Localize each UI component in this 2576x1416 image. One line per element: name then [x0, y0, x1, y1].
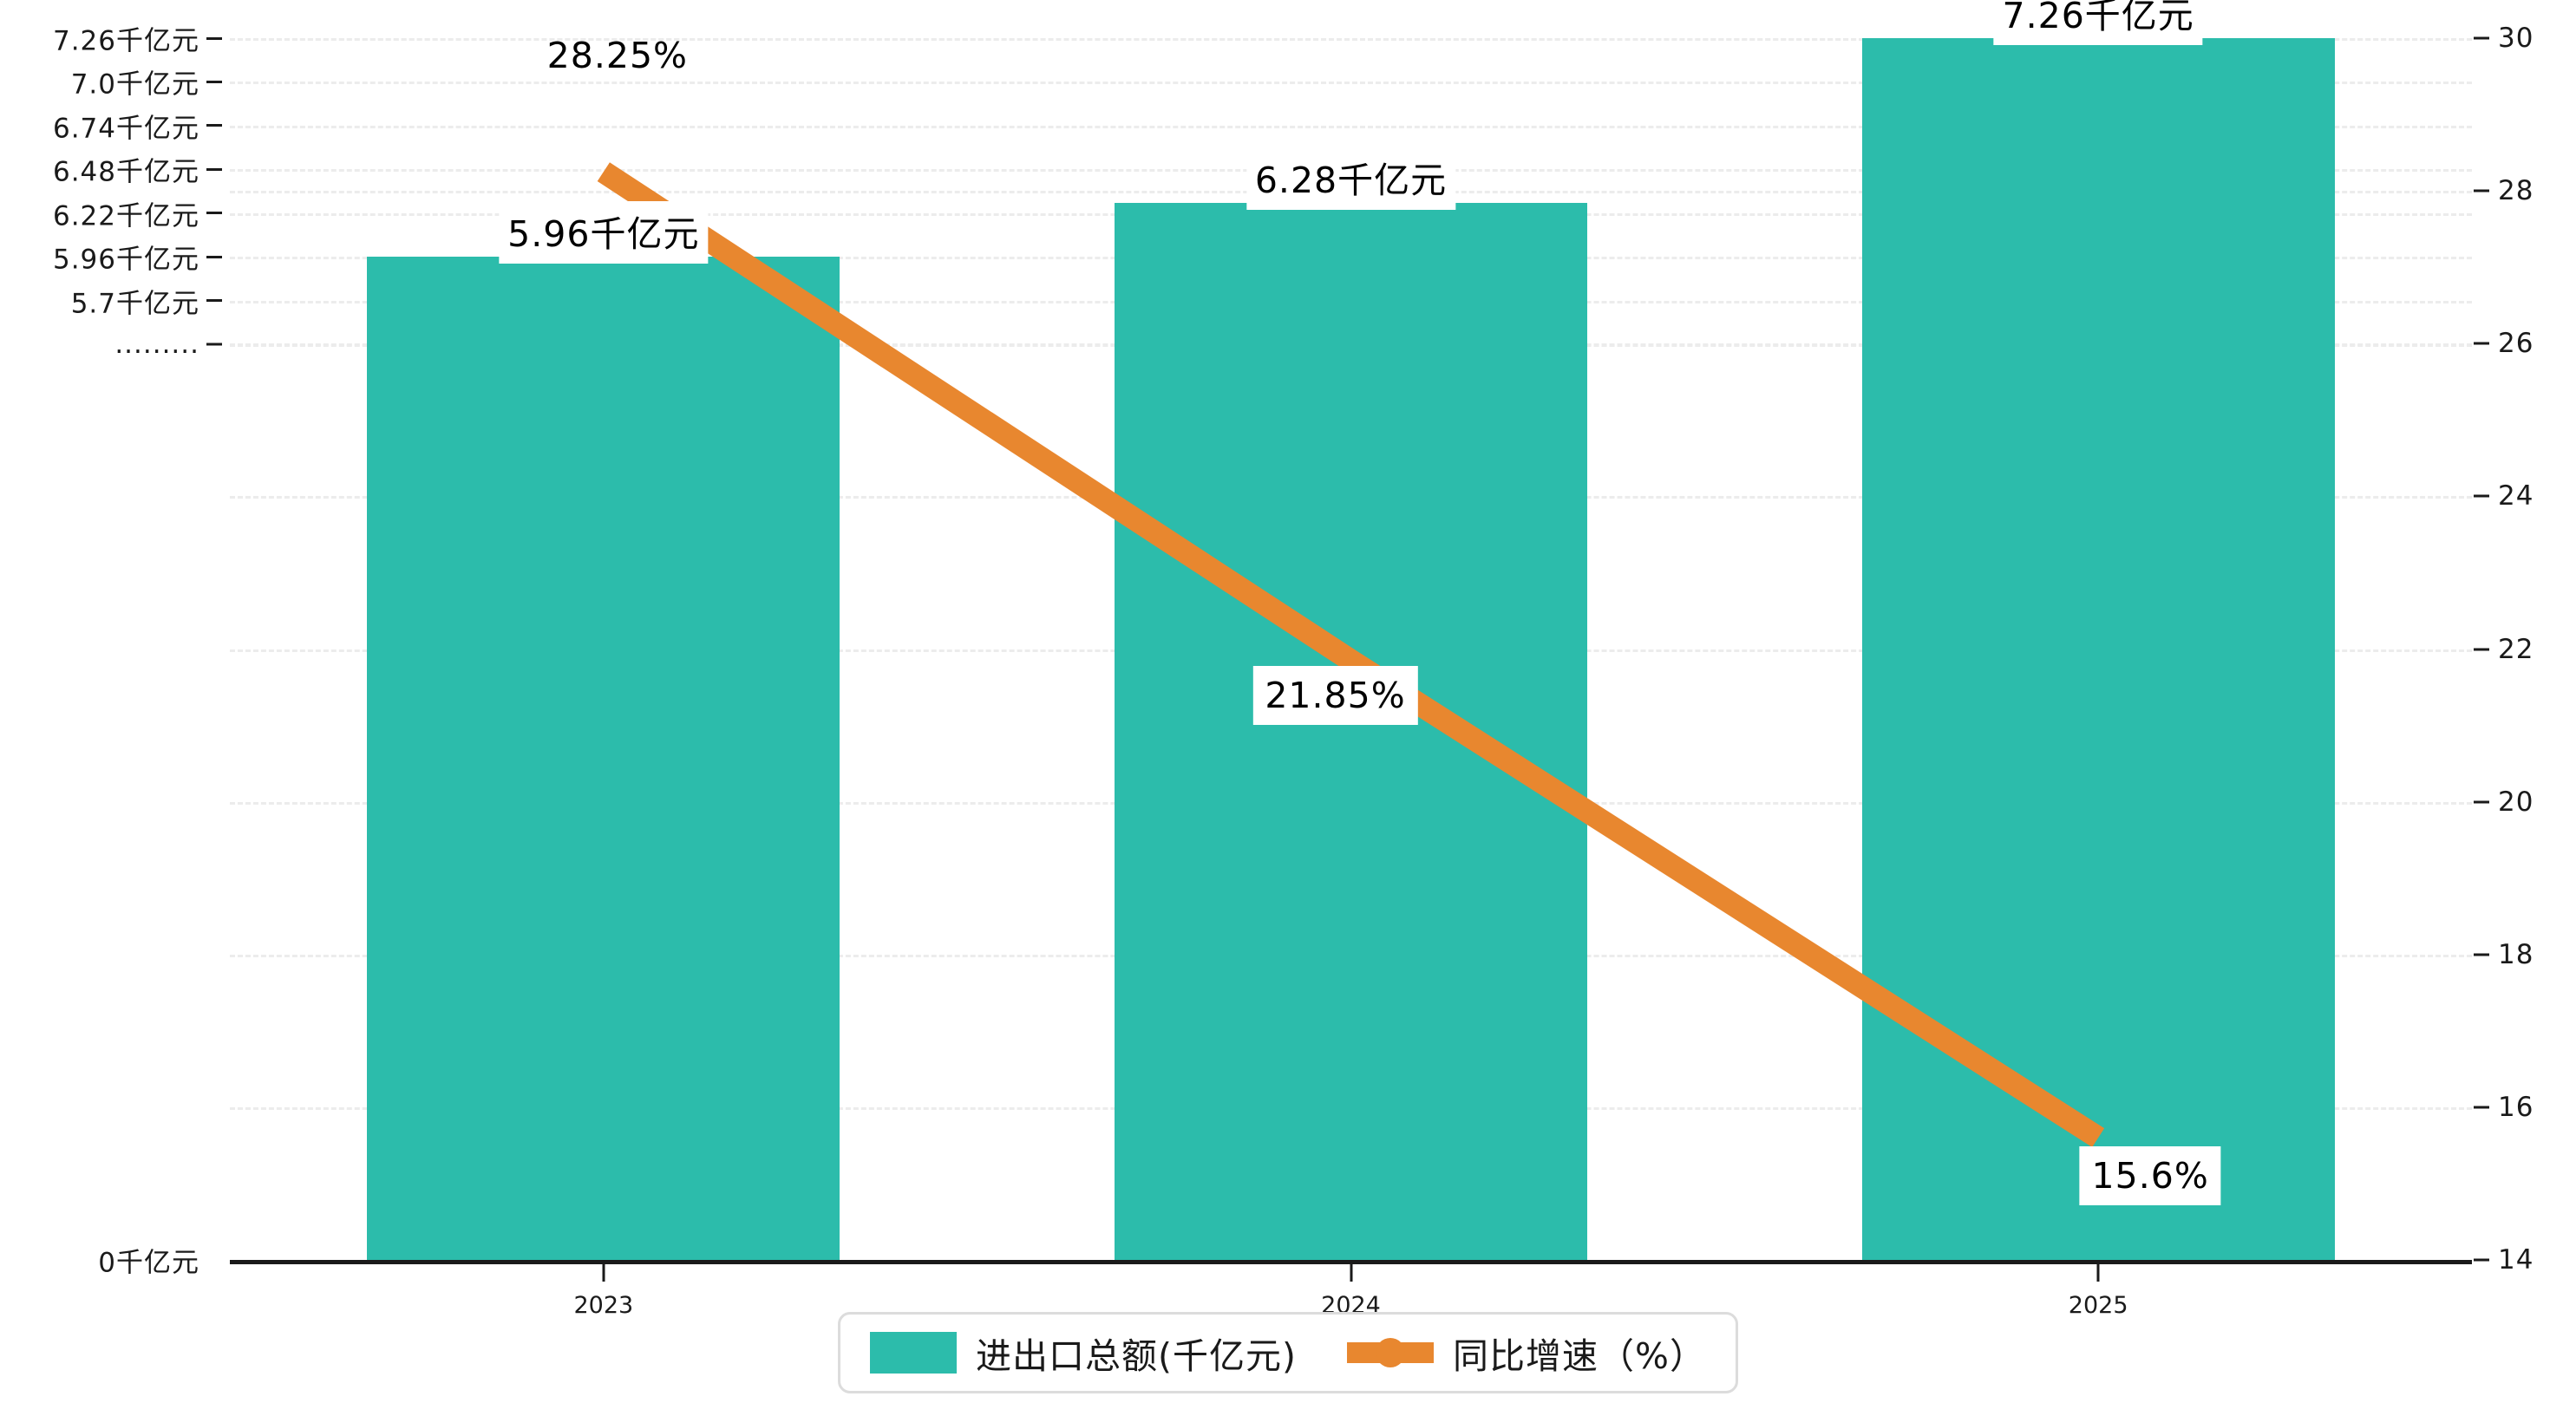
tick-mark: [206, 343, 222, 346]
y-axis-right-tick-label: 30: [2474, 23, 2576, 54]
line-value-label-2025: 15.6%: [2079, 1146, 2221, 1206]
legend-label-bar: 进出口总额(千亿元): [976, 1335, 1298, 1377]
tick-mark: [206, 124, 222, 127]
x-axis-tick-mark: [1350, 1264, 1352, 1282]
line-value-label-2023: 28.25%: [546, 35, 688, 77]
x-axis-tick-label-2023: 2023: [573, 1292, 634, 1319]
y-axis-left-tick-label: 6.48千亿元: [0, 150, 222, 189]
tick-mark: [206, 212, 222, 215]
bar-2025[interactable]: [1861, 38, 2335, 1260]
legend-swatch-bar-icon: [870, 1332, 958, 1374]
y-axis-left-tick-label: 5.96千亿元: [0, 238, 222, 277]
tick-mark: [206, 255, 222, 258]
tick-mark: [2474, 800, 2489, 804]
y-axis-right-tick-label: 22: [2474, 634, 2576, 665]
y-axis-left-tick-label: 6.74千亿元: [0, 106, 222, 145]
gridline: [230, 82, 2472, 85]
legend-label-line: 同比增速（%）: [1453, 1335, 1706, 1377]
tick-mark: [2474, 648, 2489, 650]
bar-value-label-2025: 7.26千亿元: [1993, 0, 2203, 45]
x-axis-tick-mark: [2096, 1264, 2100, 1282]
x-axis-tick-label-2025: 2025: [2068, 1292, 2128, 1319]
x-axis-line: [230, 1260, 2472, 1264]
y-axis-right-tick-label: 20: [2474, 786, 2576, 818]
y-axis-right-tick-label: 14: [2474, 1244, 2576, 1276]
tick-mark: [2474, 342, 2489, 345]
y-axis-right-tick-label: 28: [2474, 175, 2576, 206]
tick-mark: [206, 167, 222, 171]
y-axis-right-tick-label: 18: [2474, 939, 2576, 970]
tick-mark: [2474, 1106, 2489, 1109]
line-value-label-2024: 21.85%: [1252, 665, 1418, 725]
bar-value-label-2024: 6.28千亿元: [1246, 147, 1456, 211]
tick-mark: [2474, 36, 2489, 40]
y-axis-left-tick-label: 7.26千亿元: [0, 19, 222, 58]
y-axis-right-tick-label: 24: [2474, 480, 2576, 512]
y-axis-right-tick-label: 26: [2474, 328, 2576, 359]
chart-legend: 进出口总额(千亿元) 同比增速（%）: [838, 1312, 1738, 1393]
legend-item-bar[interactable]: 进出口总额(千亿元): [870, 1327, 1297, 1379]
y-axis-right-tick-label: 16: [2474, 1092, 2576, 1123]
tick-mark: [2474, 953, 2489, 956]
bar-2023[interactable]: [367, 257, 840, 1260]
tick-mark: [206, 80, 222, 83]
legend-item-line[interactable]: 同比增速（%）: [1347, 1327, 1706, 1379]
tick-mark: [206, 299, 222, 303]
bar-2024[interactable]: [1115, 203, 1587, 1260]
y-axis-left-tick-label: 7.0千亿元: [0, 62, 222, 101]
tick-mark: [2474, 189, 2489, 192]
x-axis-tick-mark: [602, 1264, 605, 1282]
y-axis-left-tick-label: 5.7千亿元: [0, 281, 222, 320]
tick-mark: [2474, 1258, 2489, 1262]
y-axis-left-tick-label: 0千亿元: [98, 1247, 199, 1279]
tick-mark: [2474, 494, 2489, 498]
y-axis-left-tick-label: 6.22千亿元: [0, 193, 222, 232]
gridline: [230, 125, 2472, 128]
tick-mark: [206, 36, 222, 40]
y-axis-left-tick-label: .........: [0, 329, 222, 360]
gridline-secondary: [230, 38, 2472, 41]
legend-swatch-line-icon: [1347, 1332, 1435, 1374]
bar-value-label-2023: 5.96千亿元: [499, 201, 709, 264]
